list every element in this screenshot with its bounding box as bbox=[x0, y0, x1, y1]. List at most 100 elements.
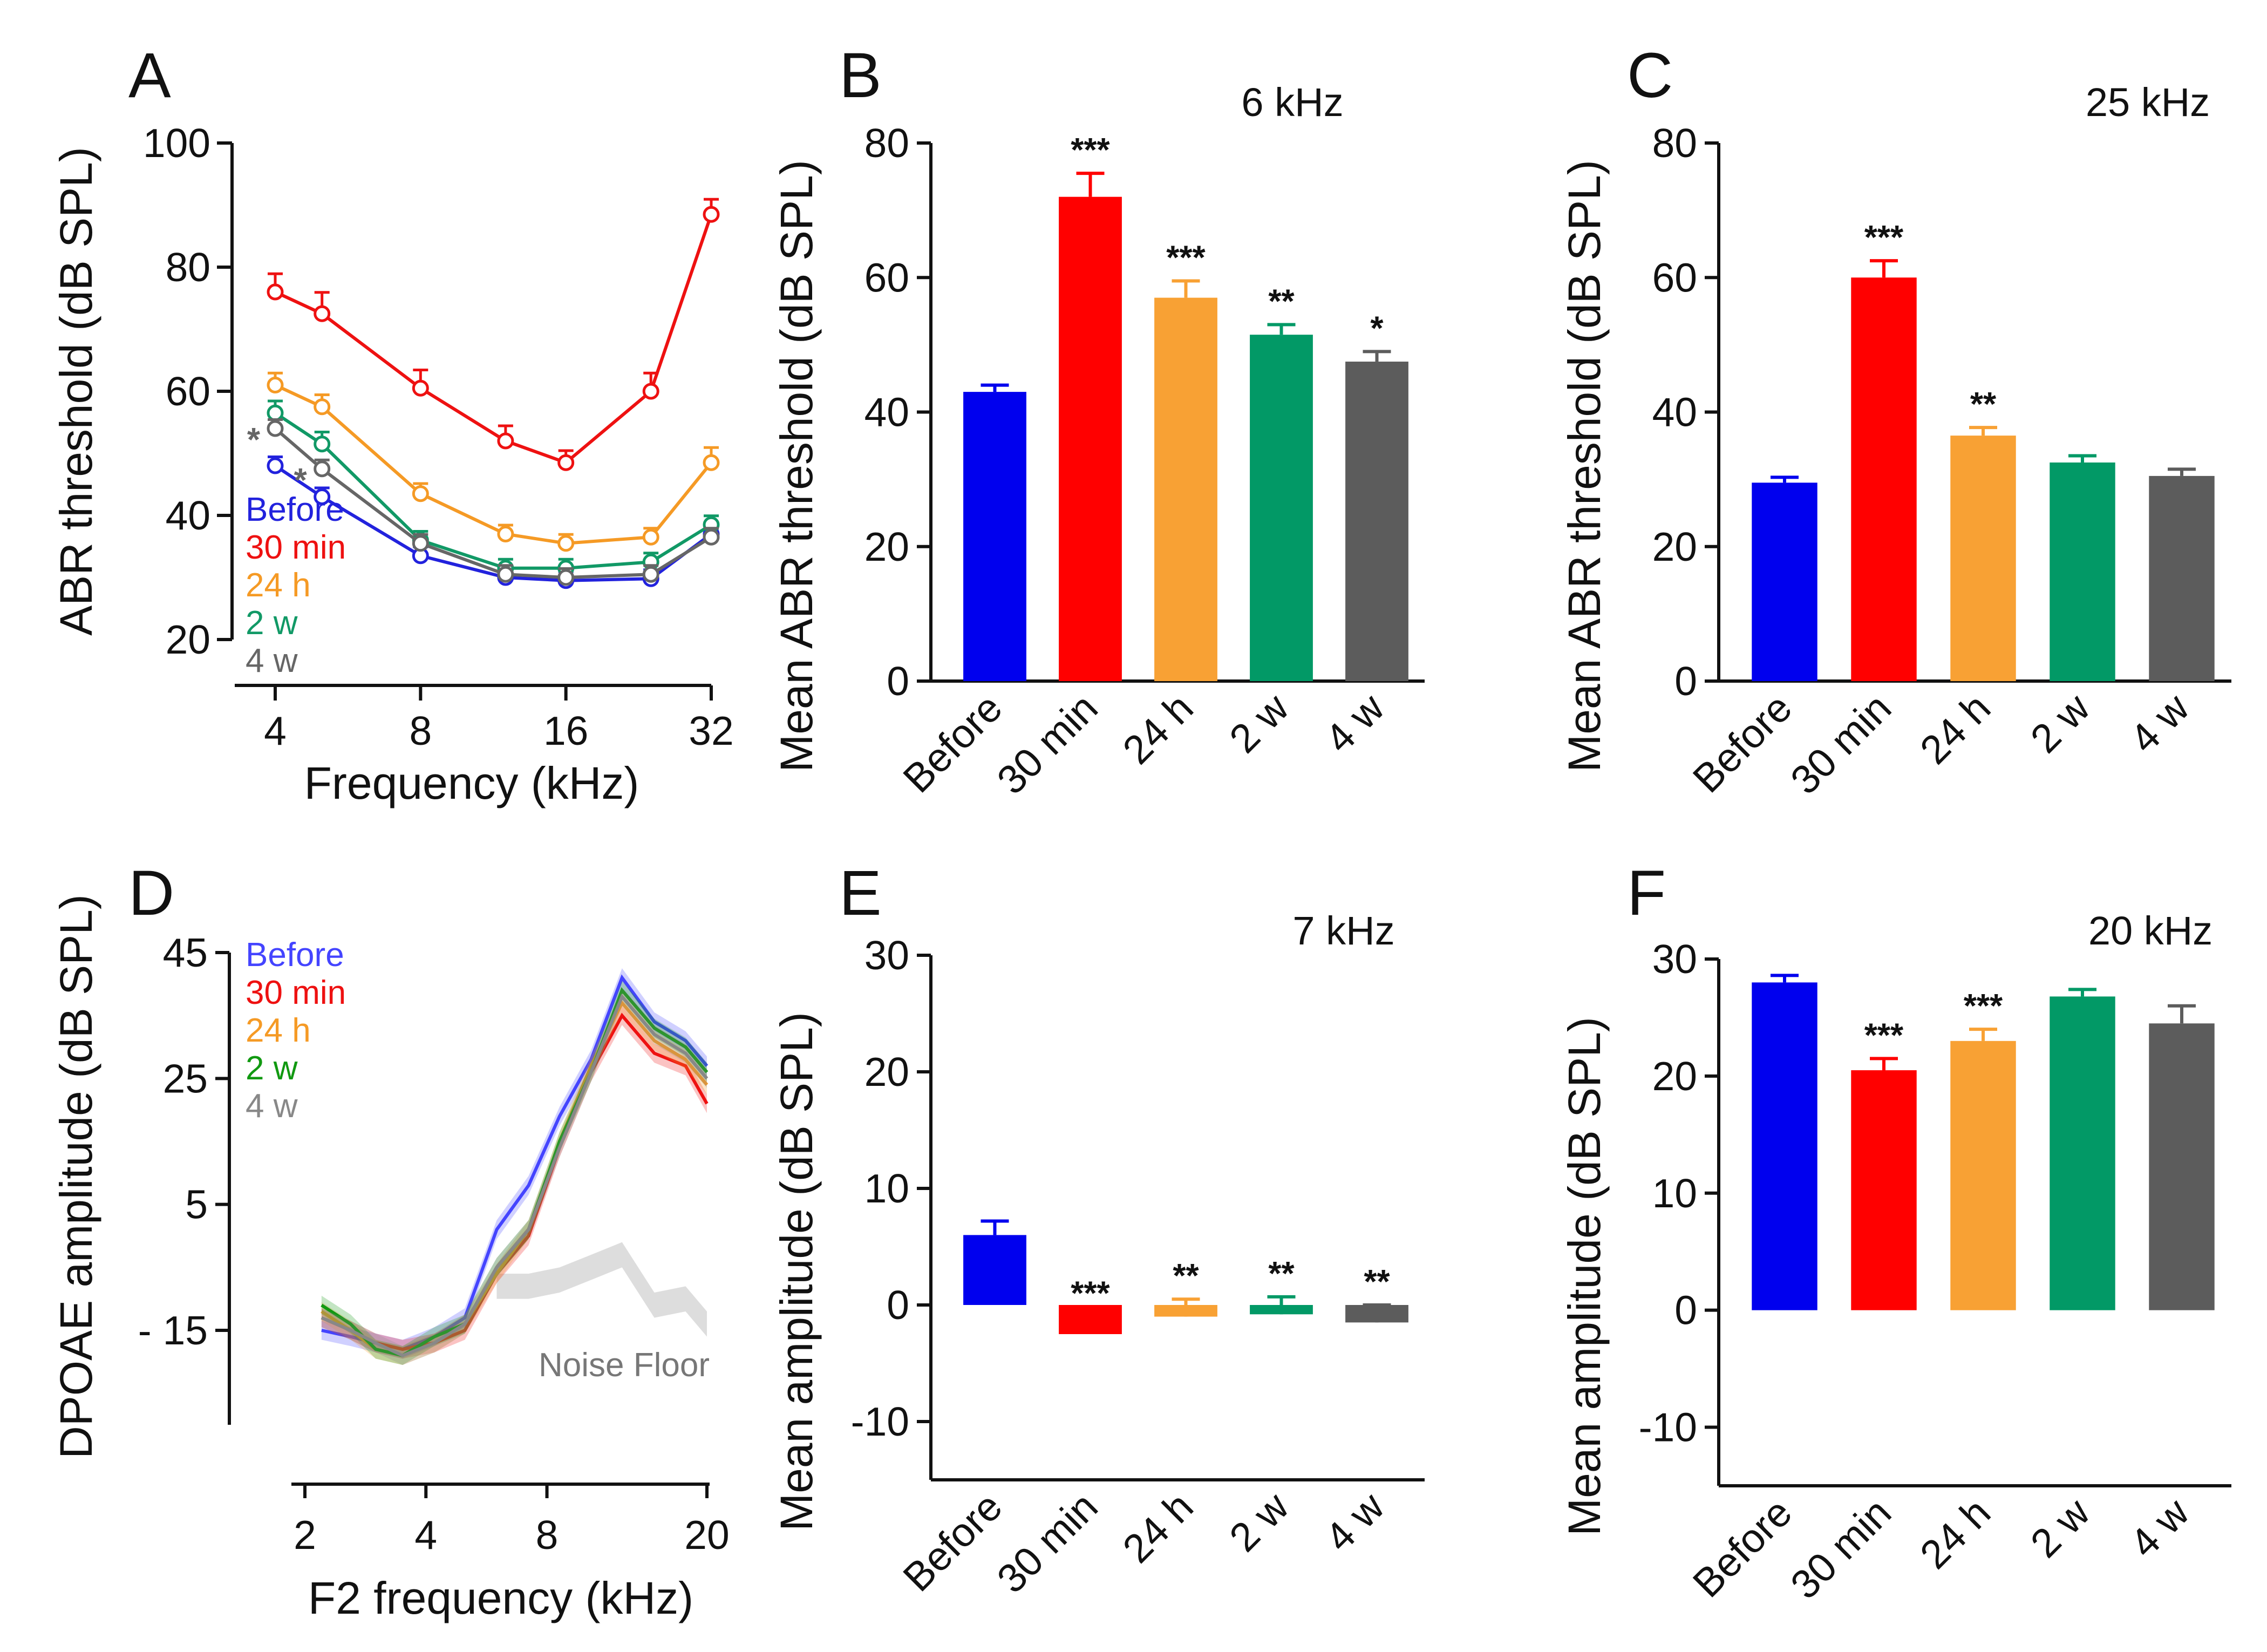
significance-stars: *** bbox=[1964, 988, 2003, 1025]
y-axis-title: ABR threshold (dB SPL) bbox=[51, 147, 101, 636]
x-axis-title: F2 frequency (kHz) bbox=[308, 1573, 693, 1623]
y-tick-label: 0 bbox=[887, 658, 909, 704]
series-24-h bbox=[267, 371, 720, 552]
y-tick-label: 0 bbox=[1674, 1288, 1697, 1333]
y-tick-label: 10 bbox=[1652, 1171, 1697, 1216]
bar bbox=[1059, 196, 1122, 681]
y-tick-label: 30 bbox=[1652, 936, 1697, 982]
y-tick-label: 20 bbox=[1652, 524, 1697, 569]
significance-stars: *** bbox=[1864, 219, 1904, 256]
significance-stars: ** bbox=[1268, 1255, 1295, 1293]
category-label: 24 h bbox=[1911, 685, 1999, 773]
bar bbox=[2149, 1023, 2215, 1310]
panel-header: 25 kHz bbox=[2086, 80, 2210, 125]
y-tick-label: 45 bbox=[163, 930, 208, 975]
category-label: 2 w bbox=[2021, 1489, 2099, 1566]
legend-entry: Before bbox=[246, 936, 344, 974]
panel-header: 20 kHz bbox=[2088, 908, 2212, 953]
x-tick-label: 2 bbox=[294, 1512, 316, 1558]
panel-letter-d: D bbox=[128, 858, 174, 929]
y-tick-label: 40 bbox=[864, 390, 909, 435]
y-tick-label: 60 bbox=[1652, 255, 1697, 300]
data-point bbox=[557, 535, 575, 552]
significance-stars: ** bbox=[1970, 386, 1997, 423]
category-label: 2 w bbox=[1221, 1483, 1298, 1560]
y-tick-label: 60 bbox=[864, 255, 909, 300]
y-tick-label: 25 bbox=[163, 1056, 208, 1101]
data-point bbox=[497, 432, 514, 450]
legend-entry: 4 w bbox=[246, 642, 298, 679]
category-label: 4 w bbox=[2121, 684, 2198, 762]
significance-stars: * bbox=[1370, 310, 1384, 347]
bar bbox=[2050, 462, 2115, 681]
data-point bbox=[557, 454, 575, 471]
significance-stars: ** bbox=[1364, 1263, 1390, 1301]
data-point bbox=[314, 398, 331, 416]
bar bbox=[2149, 475, 2215, 681]
sem-band bbox=[321, 987, 707, 1365]
series-4-w bbox=[321, 987, 709, 1365]
panel-header: 6 kHz bbox=[1241, 80, 1343, 125]
significance-stars: *** bbox=[1071, 1275, 1110, 1313]
y-tick-label: 0 bbox=[887, 1282, 909, 1328]
data-point bbox=[314, 305, 331, 322]
y-axis-title: Mean ABR threshold (dB SPL) bbox=[1559, 160, 1610, 772]
data-point bbox=[267, 457, 284, 474]
x-tick-label: 4 bbox=[414, 1512, 437, 1558]
bar bbox=[2050, 996, 2115, 1310]
bar bbox=[1851, 1070, 1917, 1310]
y-axis-title: DPOAE amplitude (dB SPL) bbox=[51, 894, 101, 1459]
y-tick-label: 20 bbox=[864, 524, 909, 569]
data-point bbox=[267, 404, 284, 422]
y-tick-label: 30 bbox=[864, 933, 909, 978]
y-tick-label: 80 bbox=[166, 244, 210, 290]
legend-entry: 24 h bbox=[246, 567, 311, 604]
significance-stars: *** bbox=[1166, 239, 1206, 276]
x-axis-title: Frequency (kHz) bbox=[304, 758, 639, 808]
bar bbox=[1950, 436, 2016, 681]
y-tick-label: 5 bbox=[185, 1182, 208, 1227]
data-point bbox=[497, 526, 514, 542]
data-point bbox=[557, 569, 575, 586]
panel-letter-c: C bbox=[1627, 40, 1673, 111]
category-label: 24 h bbox=[1114, 685, 1202, 773]
bar bbox=[1950, 1041, 2016, 1310]
legend-entry: 4 w bbox=[246, 1087, 298, 1125]
data-point bbox=[703, 206, 720, 223]
panel-letter-e: E bbox=[839, 858, 882, 929]
x-tick-label: 32 bbox=[689, 708, 733, 753]
y-tick-label: - 15 bbox=[138, 1308, 208, 1353]
significance-stars: ** bbox=[1173, 1257, 1199, 1295]
data-point bbox=[412, 535, 429, 552]
category-label: 2 w bbox=[2021, 684, 2099, 762]
series-30-min bbox=[267, 198, 720, 471]
y-tick-label: 20 bbox=[864, 1049, 909, 1094]
panel-letter-f: F bbox=[1627, 858, 1666, 929]
data-point bbox=[642, 566, 659, 583]
data-point bbox=[703, 454, 720, 471]
y-tick-label: 80 bbox=[864, 120, 909, 166]
x-tick-label: 8 bbox=[536, 1512, 559, 1558]
legend-entry: 30 min bbox=[246, 974, 346, 1011]
legend-entry: 24 h bbox=[246, 1012, 311, 1049]
x-tick-label: 16 bbox=[543, 708, 588, 753]
category-label: 24 h bbox=[1114, 1484, 1202, 1572]
significance-stars: *** bbox=[1864, 1017, 1904, 1054]
y-axis-title: Mean amplitude (dB SPL) bbox=[771, 1012, 822, 1531]
data-point bbox=[412, 379, 429, 397]
y-tick-label: 10 bbox=[864, 1166, 909, 1211]
x-tick-label: 8 bbox=[409, 708, 432, 753]
category-label: Before bbox=[1684, 1490, 1801, 1606]
y-tick-label: -10 bbox=[851, 1399, 909, 1444]
category-label: 4 w bbox=[1316, 1483, 1393, 1560]
data-point bbox=[642, 528, 659, 546]
x-tick-label: 4 bbox=[264, 708, 287, 753]
data-point bbox=[314, 436, 331, 453]
y-tick-label: 20 bbox=[166, 617, 210, 662]
category-label: 30 min bbox=[1782, 1490, 1900, 1608]
data-point bbox=[642, 383, 659, 400]
legend-entry: 2 w bbox=[246, 1050, 298, 1087]
data-point bbox=[314, 488, 331, 505]
y-tick-label: 60 bbox=[166, 369, 210, 414]
